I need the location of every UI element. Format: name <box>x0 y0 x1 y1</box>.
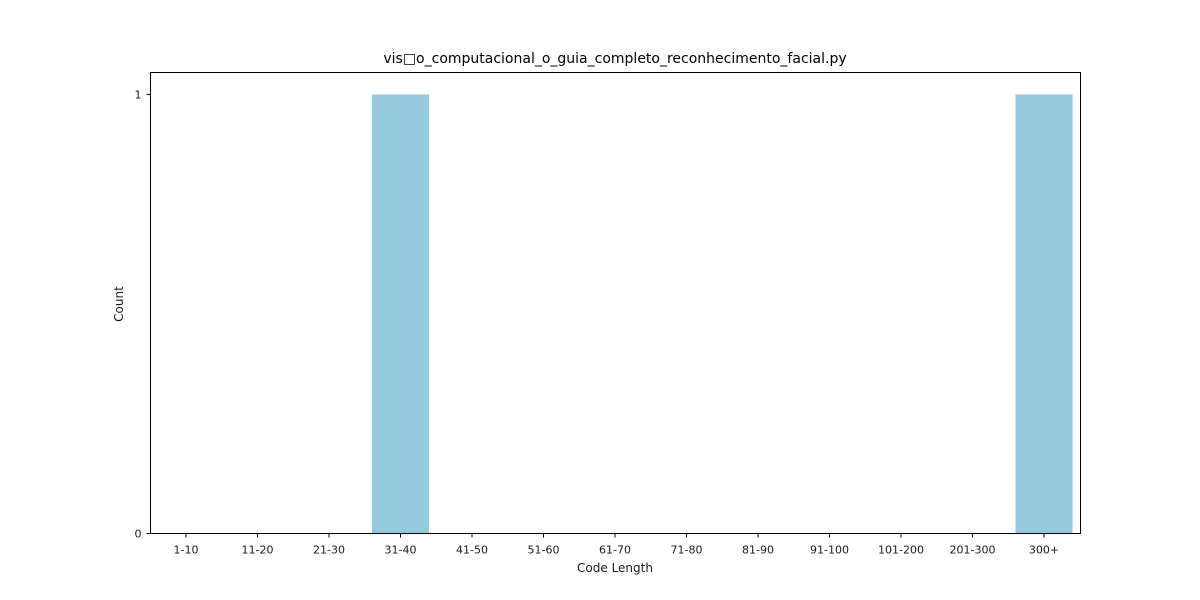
y-axis-ticks: 01 <box>135 88 151 541</box>
x-tick-label: 71-80 <box>671 544 703 557</box>
chart-title: vis□o_computacional_o_guia_completo_reco… <box>383 51 846 67</box>
x-tick-label: 1-10 <box>174 544 199 557</box>
x-axis-label: Code Length <box>577 561 653 575</box>
x-tick-label: 31-40 <box>385 544 417 557</box>
x-tick-label: 201-300 <box>950 544 996 557</box>
x-tick-label: 81-90 <box>742 544 774 557</box>
bars-layer <box>372 94 1073 534</box>
plot-area-frame <box>150 72 1081 534</box>
x-tick-label: 11-20 <box>242 544 274 557</box>
y-tick-label: 1 <box>135 88 142 101</box>
y-axis-label: Count <box>112 286 126 322</box>
x-tick-label: 51-60 <box>528 544 560 557</box>
bar-31-40 <box>372 94 429 534</box>
bar-300+ <box>1015 94 1073 534</box>
x-tick-label: 91-100 <box>810 544 849 557</box>
y-tick-label: 0 <box>135 528 142 541</box>
x-tick-label: 300+ <box>1029 544 1059 557</box>
x-axis-ticks: 1-10 11-20 21-30 31-40 41-50 51-60 61-70 71-80 8… <box>174 533 1059 557</box>
x-tick-label: 61-70 <box>599 544 631 557</box>
x-tick-label: 41-50 <box>456 544 488 557</box>
x-tick-label: 101-200 <box>878 544 924 557</box>
x-tick-label: 21-30 <box>313 544 345 557</box>
